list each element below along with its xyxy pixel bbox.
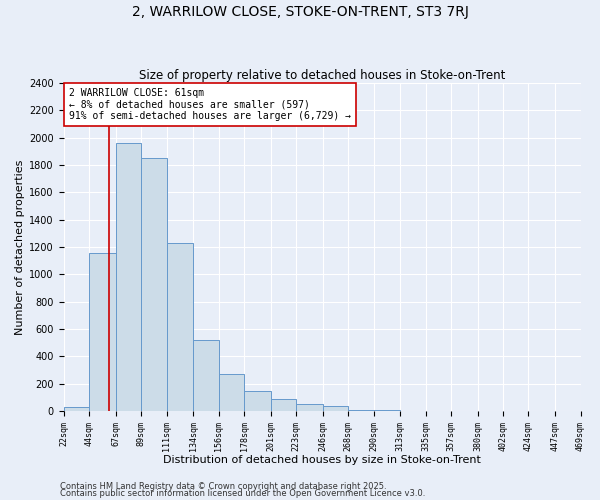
Bar xyxy=(141,158,167,411)
Bar xyxy=(89,252,116,411)
Y-axis label: Number of detached properties: Number of detached properties xyxy=(15,160,25,335)
Bar xyxy=(271,399,296,411)
Text: 2, WARRILOW CLOSE, STOKE-ON-TRENT, ST3 7RJ: 2, WARRILOW CLOSE, STOKE-ON-TRENT, ST3 7… xyxy=(131,5,469,19)
Bar xyxy=(244,390,271,411)
Bar xyxy=(374,410,400,411)
Text: Contains public sector information licensed under the Open Government Licence v3: Contains public sector information licen… xyxy=(60,490,425,498)
Text: Contains HM Land Registry data © Crown copyright and database right 2025.: Contains HM Land Registry data © Crown c… xyxy=(60,482,386,491)
Text: 2 WARRILOW CLOSE: 61sqm
← 8% of detached houses are smaller (597)
91% of semi-de: 2 WARRILOW CLOSE: 61sqm ← 8% of detached… xyxy=(69,88,351,122)
Bar xyxy=(296,404,323,411)
Title: Size of property relative to detached houses in Stoke-on-Trent: Size of property relative to detached ho… xyxy=(139,69,505,82)
Bar xyxy=(64,407,89,411)
Bar xyxy=(167,243,193,411)
Bar xyxy=(323,406,348,411)
Bar xyxy=(116,144,141,411)
X-axis label: Distribution of detached houses by size in Stoke-on-Trent: Distribution of detached houses by size … xyxy=(163,455,481,465)
Bar xyxy=(348,410,374,411)
Bar xyxy=(193,340,218,411)
Bar xyxy=(218,374,244,411)
